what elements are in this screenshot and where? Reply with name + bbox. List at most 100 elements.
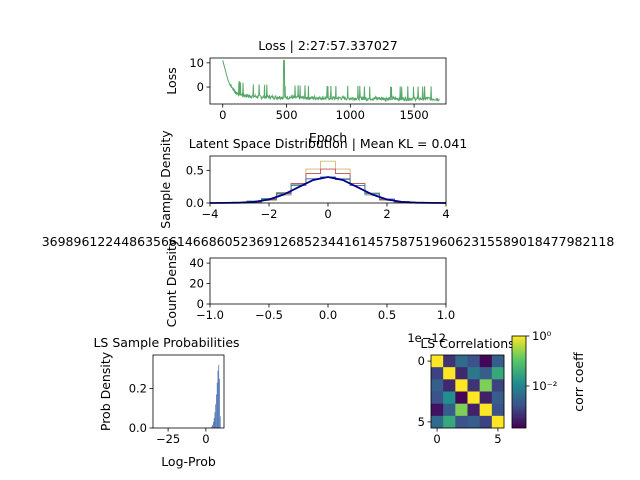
y-tick-label: 0.2 (129, 382, 147, 396)
heatmap-cell (431, 355, 444, 368)
chart-title: LS Sample Probabilities (93, 335, 239, 350)
loss-series-line (222, 59, 440, 103)
x-tick-label: 1000 (336, 108, 365, 122)
x-tick-label: 4 (442, 207, 449, 221)
x-tick-label: −4 (202, 207, 219, 221)
x-tick-label: 0 (324, 207, 331, 221)
heatmap-cell (455, 379, 468, 392)
x-tick-label: 5 (494, 432, 501, 446)
chart-title: Latent Space Distribution | Mean KL = 0.… (189, 136, 468, 151)
x-axis-label: Epoch (309, 130, 347, 145)
y-axis-label: Loss (164, 67, 179, 94)
x-tick-label: 0 (219, 108, 226, 122)
heatmap-cell (431, 403, 444, 417)
histogram-bar (218, 364, 220, 428)
y-tick-label: 20 (189, 277, 204, 291)
heatmap-cell (443, 391, 456, 404)
sample-probabilities-plot: −25 0 0.0 0.2 LS Sample Probabilities Log-Pro… (93, 335, 239, 469)
histogram-bar (219, 378, 220, 428)
heatmap-cell (491, 415, 505, 429)
x-tick-label: 1500 (399, 108, 428, 122)
heatmap-cell (479, 391, 493, 404)
heatmap-cell (455, 415, 468, 429)
y-tick-label: 0 (197, 80, 204, 94)
x-tick-label: 0 (433, 432, 440, 446)
latent-frame (209, 155, 447, 204)
x-tick-label: −25 (156, 432, 180, 446)
colorbar-label: corr coeff (571, 352, 586, 412)
chart-title: Loss | 2:27:57.337027 (258, 38, 397, 53)
latent-distribution-plot: −4 −2 0 2 4 0.0 0.5 Latent Space Distribution |… (158, 130, 467, 229)
heatmap-cell (467, 403, 480, 417)
histogram-bar (216, 382, 218, 428)
y-tick-label: 0.5 (186, 163, 204, 177)
loss-frame (209, 57, 447, 105)
chart-title: 3698961224486356614668605236912685234416… (42, 234, 615, 249)
histogram-bar (213, 422, 214, 428)
y-tick-label: 0.0 (186, 196, 204, 210)
heatmap-cell (467, 379, 480, 392)
heatmap-cell (431, 379, 444, 392)
count-frame (209, 257, 447, 305)
colorbar-tick-label: 10⁻² (532, 379, 557, 393)
heatmap-cell (443, 367, 456, 380)
heatmap-cell (455, 403, 468, 417)
density-series-2 (232, 177, 424, 204)
density-series-4 (209, 176, 447, 204)
density-series-3 (232, 176, 424, 203)
colorbar (511, 335, 527, 429)
y-tick-label: 40 (189, 256, 204, 270)
chart-title: LS Correlations (420, 336, 514, 351)
heatmap-cell (443, 355, 456, 368)
y-tick-label: 0 (197, 297, 204, 311)
colorbar-tick-label: 10⁰ (532, 329, 552, 343)
heatmap-cell (431, 367, 444, 380)
y-axis-label: Count Density (164, 238, 179, 327)
heatmap-cell (491, 355, 505, 368)
histogram-bar (217, 370, 219, 428)
y-axis-label: Sample Density (158, 130, 173, 229)
density-series-1 (232, 168, 424, 204)
count-density-plot: −1.0 −0.5 0.0 0.5 1.0 0 20 40 369896122448635661… (42, 234, 615, 345)
loss-plot: 0 500 1000 1500 0 10 Loss | 2:27:57.337027 Epoc… (164, 38, 447, 145)
heatmap-cell (479, 355, 493, 368)
heatmap-cell (443, 415, 456, 429)
heatmap-cell (443, 379, 456, 392)
x-tick-label: 0.0 (319, 308, 337, 322)
heatmap-cell (491, 379, 505, 392)
x-tick-label: 0 (202, 432, 209, 446)
x-tick-label: −2 (261, 207, 278, 221)
x-tick-label: −1.0 (196, 308, 224, 322)
y-tick-label: 0.0 (129, 421, 147, 435)
y-tick-label: 0 (418, 354, 425, 368)
x-offset-text: 1e−12 (407, 331, 446, 345)
heatmap-cell (491, 367, 505, 380)
heatmap-cell (479, 379, 493, 392)
heatmap-cell (443, 403, 456, 417)
y-tick-label: 5 (418, 415, 425, 429)
heatmap-cell (479, 367, 493, 380)
x-tick-label: 2 (383, 207, 390, 221)
y-tick-label: 10 (189, 56, 204, 70)
heatmap-cell (491, 391, 505, 404)
x-tick-label: 1.0 (437, 308, 455, 322)
heatmap-cell (467, 391, 480, 404)
x-tick-label: −0.5 (255, 308, 283, 322)
x-tick-label: 500 (276, 108, 298, 122)
y-axis-label: Prob Density (98, 351, 113, 431)
x-axis-label: Log-Prob (161, 454, 216, 469)
x-tick-label: 0.5 (378, 308, 396, 322)
heatmap-cell (491, 403, 505, 417)
heatmap-cell (467, 415, 480, 429)
heatmap-cell (455, 367, 468, 380)
heatmap-cell (455, 391, 468, 404)
heatmap-cell (431, 391, 444, 404)
logprob-frame (152, 354, 225, 429)
heatmap-cell (431, 415, 444, 429)
histogram-bar (215, 404, 217, 428)
density-series-0 (232, 160, 424, 204)
heatmap-cell (479, 415, 493, 429)
heatmap-cell (467, 367, 480, 380)
